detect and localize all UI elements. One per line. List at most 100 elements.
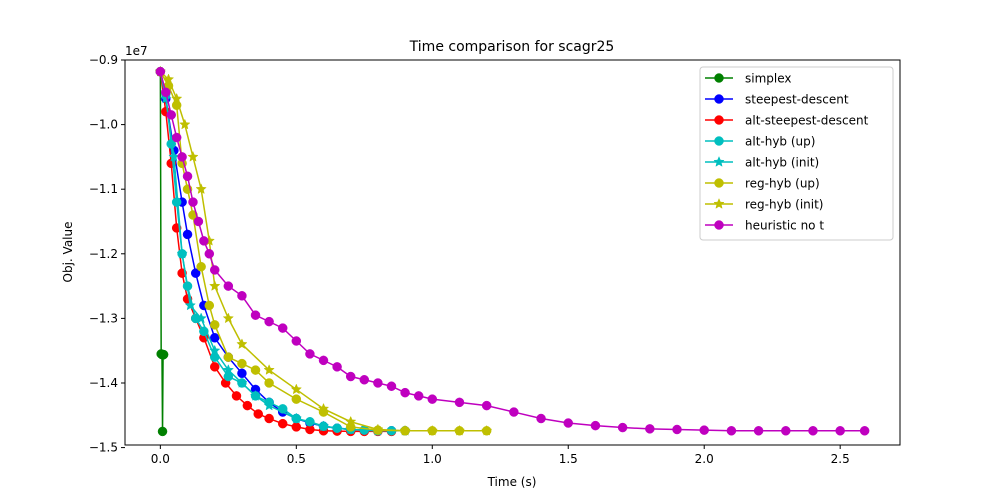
y-offset-label: 1e7 [125, 44, 148, 58]
data-point [263, 364, 275, 375]
series-line [159, 71, 406, 432]
data-point [427, 394, 438, 404]
data-point [161, 87, 171, 98]
data-point [318, 355, 329, 366]
legend-label: alt-hyb (up) [745, 135, 815, 149]
data-point [808, 426, 818, 436]
data-point [399, 424, 411, 436]
data-point [454, 397, 465, 408]
legend-label: simplex [745, 72, 792, 86]
legend-label: alt-steepest-descent [745, 114, 869, 128]
data-point [237, 291, 247, 301]
data-point [188, 197, 198, 207]
data-point [158, 349, 169, 360]
data-point [345, 415, 357, 427]
data-point [182, 171, 193, 182]
data-point [753, 426, 764, 436]
x-tick-label: 2.5 [831, 452, 850, 466]
legend-frame [699, 66, 894, 241]
legend-item: simplex [705, 72, 792, 86]
data-point [413, 391, 424, 401]
data-point [204, 249, 215, 259]
data-point [236, 377, 248, 388]
x-tick-label: 0.0 [151, 452, 170, 466]
y-tick-label: −1.2 [89, 247, 118, 261]
data-point [223, 352, 234, 362]
data-point [162, 73, 175, 85]
data-point [699, 425, 709, 435]
x-tick-label: 1.0 [423, 452, 442, 466]
data-point [209, 333, 220, 343]
legend: simplex steepest-descent alt-steepest-desc… [699, 66, 894, 241]
data-point [237, 368, 247, 379]
data-point [859, 426, 870, 436]
data-point [264, 316, 274, 327]
data-point [290, 383, 302, 395]
data-point [222, 312, 234, 324]
data-point [781, 426, 791, 436]
legend-marker [713, 198, 725, 209]
data-point [426, 424, 438, 436]
x-axis-label: Time (s) [487, 475, 537, 489]
data-point [176, 247, 188, 259]
data-point [195, 183, 207, 195]
y-tick-label: −0.9 [89, 53, 118, 67]
legend-marker [714, 73, 724, 83]
y-axis-label: Obj. Value [61, 222, 75, 283]
data-point [373, 378, 383, 388]
data-point [290, 412, 302, 424]
data-point [190, 268, 201, 278]
plot-frame [124, 59, 901, 446]
legend-marker [714, 220, 724, 230]
data-point [264, 378, 274, 388]
data-point [332, 362, 342, 372]
data-point [209, 280, 221, 291]
data-point [453, 424, 466, 436]
data-point [209, 344, 221, 356]
legend-item: heuristic no t [705, 219, 824, 233]
legend-label: steepest-descent [745, 93, 849, 107]
data-point [536, 413, 546, 424]
data-point [237, 358, 247, 369]
data-point [242, 400, 253, 411]
data-point [305, 349, 315, 359]
data-point [184, 299, 196, 311]
data-point [171, 132, 182, 143]
y-tick-label: −1.5 [89, 441, 118, 455]
data-point [672, 424, 682, 435]
legend-label: alt-hyb (init) [745, 156, 819, 170]
data-point [199, 236, 209, 246]
data-point [359, 375, 370, 385]
data-point [264, 413, 274, 424]
x-tick-label: 2.0 [695, 452, 714, 466]
y-tick-label: −1.3 [89, 311, 118, 325]
data-point [277, 418, 288, 429]
data-point [386, 381, 397, 391]
data-point [345, 371, 356, 382]
data-point [250, 365, 261, 375]
y-tick-label: −1.4 [89, 376, 118, 390]
legend-label: reg-hyb (up) [745, 177, 820, 191]
legend-marker [714, 136, 724, 146]
data-point [204, 300, 215, 311]
data-point [177, 152, 187, 162]
data-point [835, 426, 845, 436]
data-point [645, 424, 655, 434]
data-point [400, 387, 410, 398]
data-point [291, 336, 302, 346]
data-point [182, 229, 193, 240]
legend-item: alt-steepest-descent [705, 114, 869, 128]
chart-title: Time comparison for scagr25 [409, 39, 615, 55]
x-axis: 0.0 0.5 1.0 1.5 2.0 2.5 [151, 445, 850, 466]
series-heuristic-no-t [155, 66, 870, 436]
data-point [209, 320, 220, 330]
legend-marker [714, 115, 724, 125]
legend-marker [713, 156, 725, 167]
legend-label: heuristic no t [745, 219, 824, 233]
data-point [166, 110, 176, 120]
series-alt-hyb-init- [154, 65, 411, 436]
y-tick-label: −1.1 [89, 182, 118, 196]
data-point [209, 265, 220, 275]
data-point [590, 420, 601, 431]
